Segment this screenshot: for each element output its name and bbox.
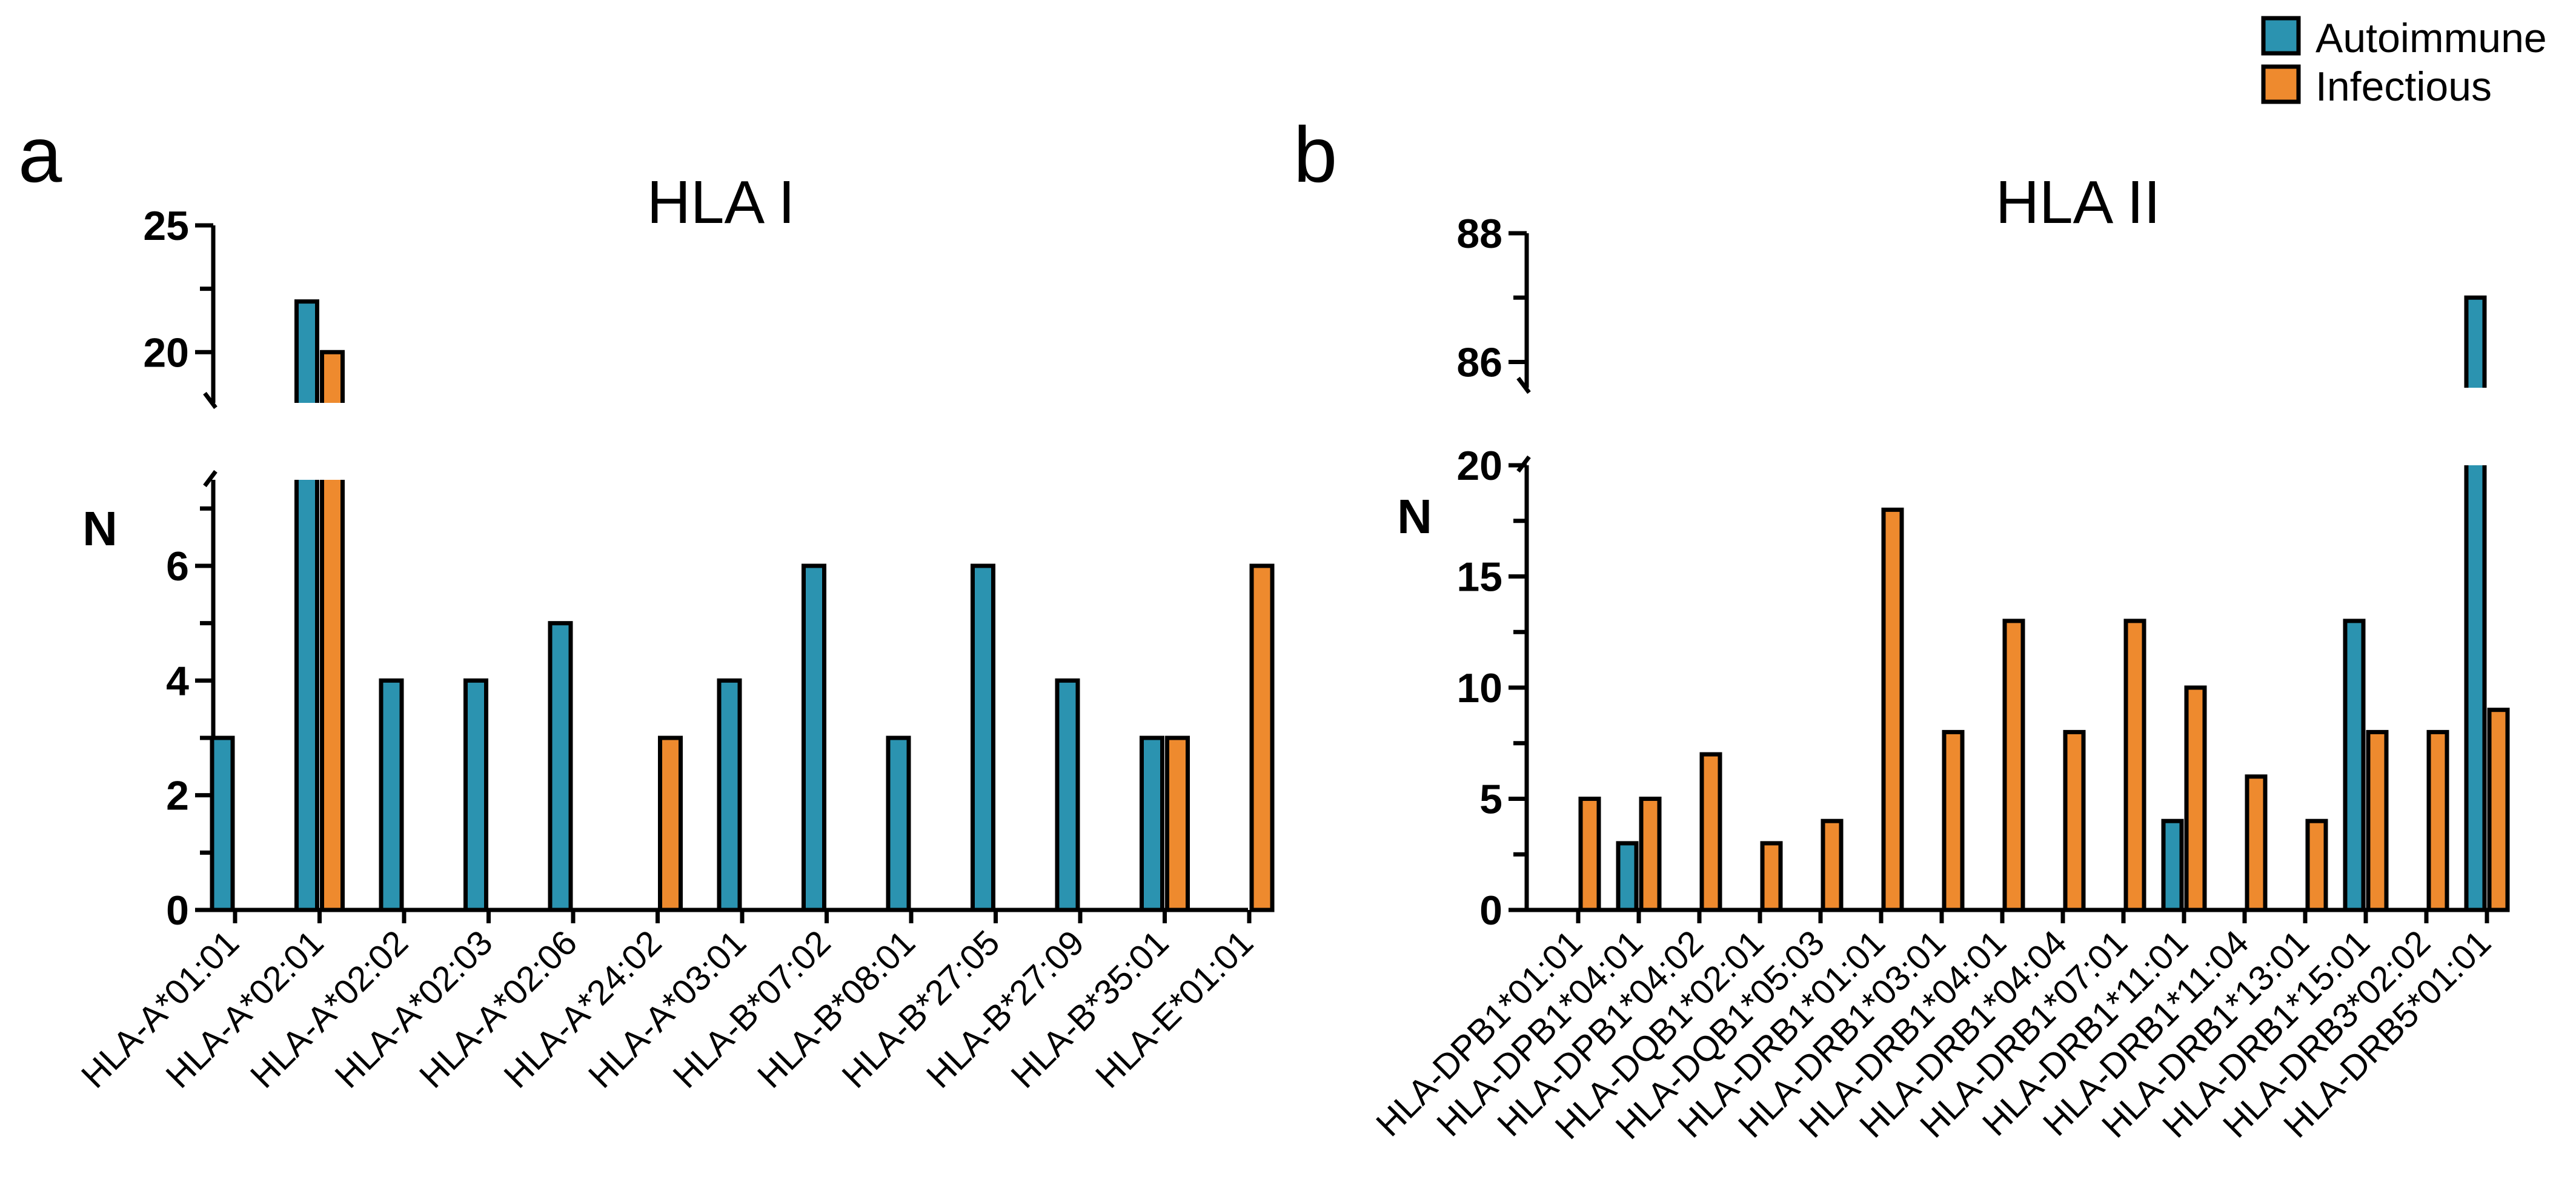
y-tick-label-a: 2 [166, 773, 189, 819]
bar-autoimmune-a-upper [296, 301, 317, 403]
bar-infectious-b [1942, 729, 1965, 912]
bar-infectious-b [1821, 818, 1844, 912]
bar-autoimmune-a-lower [296, 480, 317, 910]
bar-infectious-a-lower [322, 480, 343, 910]
axis-break-mark-lower-a [203, 470, 217, 488]
y-tick-label-a: 6 [166, 543, 189, 589]
y-tick-label-b: 5 [1479, 777, 1502, 823]
y-tick-label-a: 20 [143, 330, 189, 376]
bar-autoimmune-a [971, 563, 995, 912]
bar-autoimmune-b-lower-outline [2464, 465, 2487, 912]
bar-autoimmune-a [802, 563, 826, 912]
bar-autoimmune-a [463, 678, 488, 912]
x-tick-labels-b: HLA-DPB1*01:01HLA-DPB1*04:01HLA-DPB1*04:… [1369, 923, 2498, 1147]
bar-autoimmune-b-upper-outline [2464, 295, 2487, 388]
bar-autoimmune-a-lower-outline [294, 480, 319, 912]
y-tick-label-b: 20 [1456, 443, 1502, 489]
bar-infectious-b [2184, 685, 2207, 912]
bar-infectious-a-upper-outline [320, 350, 345, 403]
bar-autoimmune-b [2464, 295, 2487, 912]
bar-autoimmune-a [379, 678, 404, 912]
y-tick-label-a: 25 [143, 203, 189, 249]
x-tick-labels-a: HLA-A*01:01HLA-A*02:01HLA-A*02:02HLA-A*0… [74, 923, 1261, 1095]
y-tick-label-b: 15 [1456, 554, 1502, 600]
legend: Autoimmune Infectious [2261, 15, 2547, 110]
chart-title-b: HLA II [1996, 168, 2160, 236]
bar-infectious-b [2366, 729, 2389, 912]
bar-infectious-a [320, 350, 345, 912]
axis-break-mark-upper-b [1516, 376, 1531, 394]
bar-infectious-a-lower-outline [320, 480, 345, 912]
bar-infectious-b [1699, 752, 1722, 912]
y-tick-label-b: 86 [1456, 340, 1502, 386]
bar-autoimmune-a [886, 735, 911, 912]
legend-swatch-infectious [2261, 64, 2301, 104]
bar-autoimmune-a-upper-outline [294, 299, 319, 403]
bar-autoimmune-b-upper [2466, 297, 2485, 388]
legend-label-autoimmune: Autoimmune [2315, 15, 2547, 61]
y-tick-label-a: 0 [166, 888, 189, 934]
bar-infectious-b [1639, 797, 1662, 912]
bar-infectious-a [1165, 735, 1190, 912]
legend-swatch-autoimmune [2261, 16, 2301, 56]
y-tick-label-b: 88 [1456, 211, 1502, 257]
bar-infectious-b [2063, 729, 2086, 912]
bar-autoimmune-a [1140, 735, 1164, 912]
y-tick-label-b: 10 [1456, 665, 1502, 711]
chart-title-a: HLA I [647, 168, 795, 236]
bar-infectious-b [1881, 507, 1904, 912]
y-axis-label-b: N [1397, 490, 1432, 543]
axes-b: 0 5 10 15 20 86 88 [1456, 211, 2499, 934]
bar-infectious-a-upper [322, 352, 343, 403]
bar-infectious-b [1578, 797, 1601, 912]
bars-b [1578, 295, 2510, 912]
bar-infectious-a [658, 735, 683, 912]
bar-autoimmune-a [1055, 678, 1080, 912]
bar-infectious-b [2002, 619, 2025, 912]
y-tick-label-a: 4 [166, 658, 189, 704]
bar-infectious-b [2426, 729, 2449, 912]
bar-autoimmune-a [210, 735, 235, 912]
bar-infectious-b [2245, 774, 2268, 912]
bar-infectious-b [2305, 818, 2328, 912]
bar-autoimmune-b [1616, 841, 1639, 912]
y-tick-label-b: 0 [1479, 888, 1502, 934]
bar-autoimmune-a [548, 621, 573, 912]
panel-letter-b: b [1293, 110, 1337, 199]
y-axis-label-a: N [82, 502, 118, 556]
bar-autoimmune-b [2343, 619, 2366, 912]
bar-autoimmune-a [717, 678, 742, 912]
panel-a: a HLA I N 0 2 4 6 20 25 HLA-A*01:01HLA-A*02:0… [18, 110, 1275, 1096]
bar-autoimmune-a [294, 299, 319, 912]
bar-infectious-b [2123, 619, 2146, 912]
bar-infectious-a [1249, 563, 1275, 912]
bars-a [210, 299, 1275, 912]
bar-autoimmune-b [2161, 818, 2184, 912]
legend-label-infectious: Infectious [2315, 64, 2492, 110]
bar-infectious-b [2487, 708, 2510, 912]
bar-infectious-b [1760, 841, 1783, 912]
bar-autoimmune-b-lower [2466, 465, 2485, 910]
panel-b: b HLA II N 0 5 10 15 20 86 88 HLA-DPB1*01:01HL… [1293, 110, 2510, 1147]
axis-break-mark-upper-a [203, 391, 217, 410]
panel-letter-a: a [18, 110, 62, 199]
